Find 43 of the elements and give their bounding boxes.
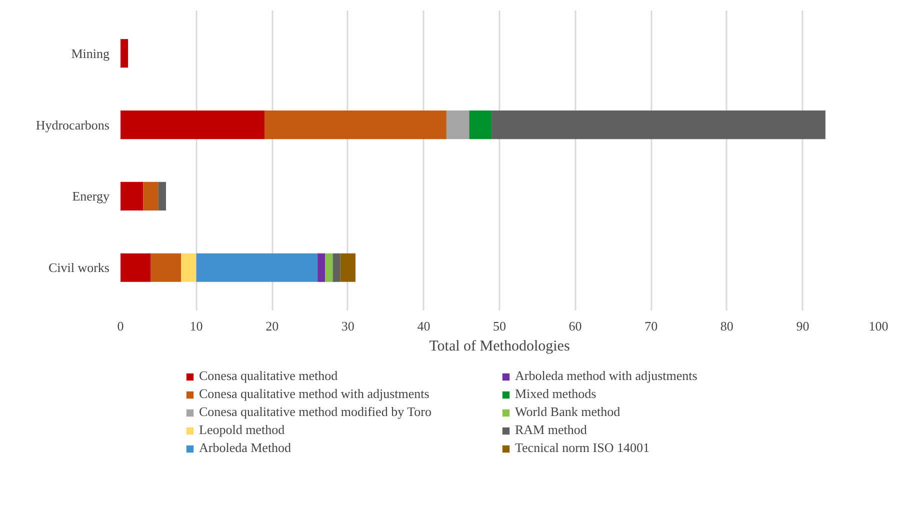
y-tick-label: Hydrocarbons: [36, 117, 110, 132]
y-tick-label: Civil works: [48, 260, 110, 276]
x-tick-label: 40: [417, 318, 430, 334]
y-tick-label: Mining: [71, 46, 110, 61]
x-tick-label: 90: [796, 318, 810, 334]
x-tick-label: 80: [720, 318, 734, 334]
bar: [332, 253, 340, 282]
bar: [264, 110, 446, 140]
bar: [120, 39, 128, 68]
bar: [181, 253, 196, 282]
bar: [120, 253, 151, 282]
legend-label: Mixed methods: [515, 386, 598, 402]
legend-label: Conesa qualitative method modified by Toro: [199, 404, 432, 420]
legend-label: World Bank method: [515, 404, 622, 420]
legend-label: Conesa qualitative method: [199, 368, 339, 384]
x-tick-label: 50: [493, 318, 506, 334]
x-tick-label: 30: [341, 318, 354, 334]
x-tick-label: 0: [117, 318, 124, 334]
x-axis-title: Total of Methodologies: [429, 338, 570, 354]
bar: [446, 110, 470, 140]
x-tick-label: 100: [868, 318, 888, 334]
legend-label: Tecnical norm ISO 14001: [515, 440, 650, 456]
legend-label: RAM method: [515, 422, 588, 438]
bar: [143, 182, 158, 210]
bar: [325, 253, 333, 282]
x-tick-label: 20: [266, 318, 279, 334]
bar: [158, 182, 166, 210]
bar: [120, 182, 144, 210]
bar: [318, 253, 326, 282]
bar: [120, 110, 265, 140]
legend-label: Arboleda Method: [199, 440, 292, 456]
bar: [492, 110, 826, 140]
legend-label: Arboleda method with adjustments: [515, 368, 698, 384]
x-tick-label: 60: [568, 318, 582, 334]
bar: [150, 253, 182, 282]
bar: [196, 253, 318, 282]
legend-label: Leopold method: [199, 422, 286, 438]
bar: [469, 110, 492, 140]
x-tick-label: 10: [190, 318, 203, 334]
legend-label: Conesa qualitative method with adjustments: [199, 386, 430, 402]
x-tick-label: 70: [644, 318, 658, 334]
y-tick-label: Energy: [72, 188, 110, 204]
bar: [340, 253, 356, 282]
